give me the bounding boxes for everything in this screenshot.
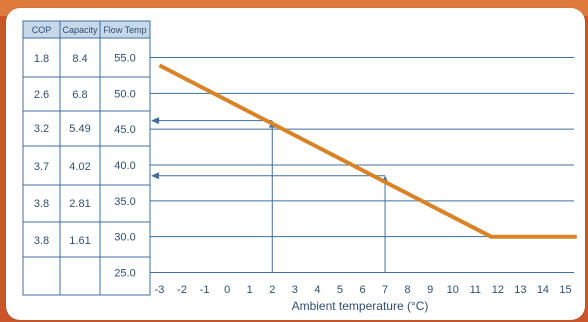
y-tick-label: 50.0 <box>114 88 135 100</box>
header-cell-cop <box>23 21 60 38</box>
x-tick-label: 15 <box>559 284 571 296</box>
table-row: 3.8 1.61 <box>34 235 91 247</box>
header-cop: COP <box>32 25 52 35</box>
header-cell-capacity <box>60 21 100 38</box>
y-tick-label: 35.0 <box>114 196 135 208</box>
x-tick-label: 6 <box>359 284 365 296</box>
x-tick-labels: -3 -2 -1 0 1 2 3 4 5 6 7 8 9 10 11 12 13 14 15 <box>155 284 572 296</box>
table-row: 3.8 2.81 <box>34 198 91 210</box>
header-flow-temp: Flow Temp <box>103 25 146 35</box>
x-tick-label: 4 <box>314 284 320 296</box>
header-capacity: Capacity <box>62 25 98 35</box>
series-lines <box>158 63 577 239</box>
y-tick-label: 30.0 <box>114 232 135 244</box>
table-row: 3.2 5.49 <box>34 123 91 135</box>
x-tick-label: 5 <box>337 284 343 296</box>
cell-cop: 3.8 <box>34 235 49 247</box>
cell-capacity: 1.61 <box>69 235 90 247</box>
header-cell-flow-temp <box>100 21 150 38</box>
cell-capacity: 6.8 <box>72 89 87 101</box>
y-tick-label: 40.0 <box>114 160 135 172</box>
table-row: 2.6 6.8 <box>34 89 88 101</box>
x-tick-label: 7 <box>382 284 388 296</box>
x-tick-label: 10 <box>447 284 459 296</box>
x-axis-label: Ambient temperature (°C) <box>292 299 429 313</box>
y-tick-label: 55.0 <box>114 53 135 65</box>
x-tick-label: 14 <box>537 284 549 296</box>
table-row: 1.8 8.4 <box>34 53 88 65</box>
cell-capacity: 5.49 <box>69 123 90 135</box>
x-tick-label: -1 <box>200 284 210 296</box>
cell-capacity: 4.02 <box>69 161 90 173</box>
cell-capacity: 2.81 <box>69 198 90 210</box>
chart-card <box>6 8 585 320</box>
arrowhead-left <box>151 172 159 180</box>
x-tick-label: 11 <box>470 284 481 296</box>
x-tick-label: 9 <box>427 284 433 296</box>
x-tick-label: 3 <box>292 284 298 296</box>
cell-cop: 1.8 <box>34 53 49 65</box>
y-tick-label: 25.0 <box>114 268 135 280</box>
x-tick-label: 12 <box>492 284 504 296</box>
cell-cop: 2.6 <box>34 89 49 101</box>
series-line <box>158 63 577 239</box>
chart-grid <box>149 38 574 295</box>
x-tick-label: 1 <box>247 284 253 296</box>
arrowhead-left <box>151 117 159 125</box>
x-tick-label: 0 <box>224 284 230 296</box>
cell-cop: 3.2 <box>34 123 49 135</box>
table-row: 3.7 4.02 <box>34 161 91 173</box>
x-tick-label: -3 <box>155 284 165 296</box>
x-tick-label: 13 <box>514 284 526 296</box>
x-tick-label: 2 <box>269 284 275 296</box>
x-tick-label: -2 <box>177 284 187 296</box>
cell-capacity: 8.4 <box>72 53 87 65</box>
y-tick-label: 45.0 <box>114 124 135 136</box>
annotation-arrows <box>151 117 389 273</box>
cell-cop: 3.7 <box>34 161 49 173</box>
flow-temp-labels: 55.0 50.0 45.0 40.0 35.0 30.0 25.0 <box>114 53 135 280</box>
x-tick-label: 8 <box>405 284 411 296</box>
cell-cop: 3.8 <box>34 198 49 210</box>
